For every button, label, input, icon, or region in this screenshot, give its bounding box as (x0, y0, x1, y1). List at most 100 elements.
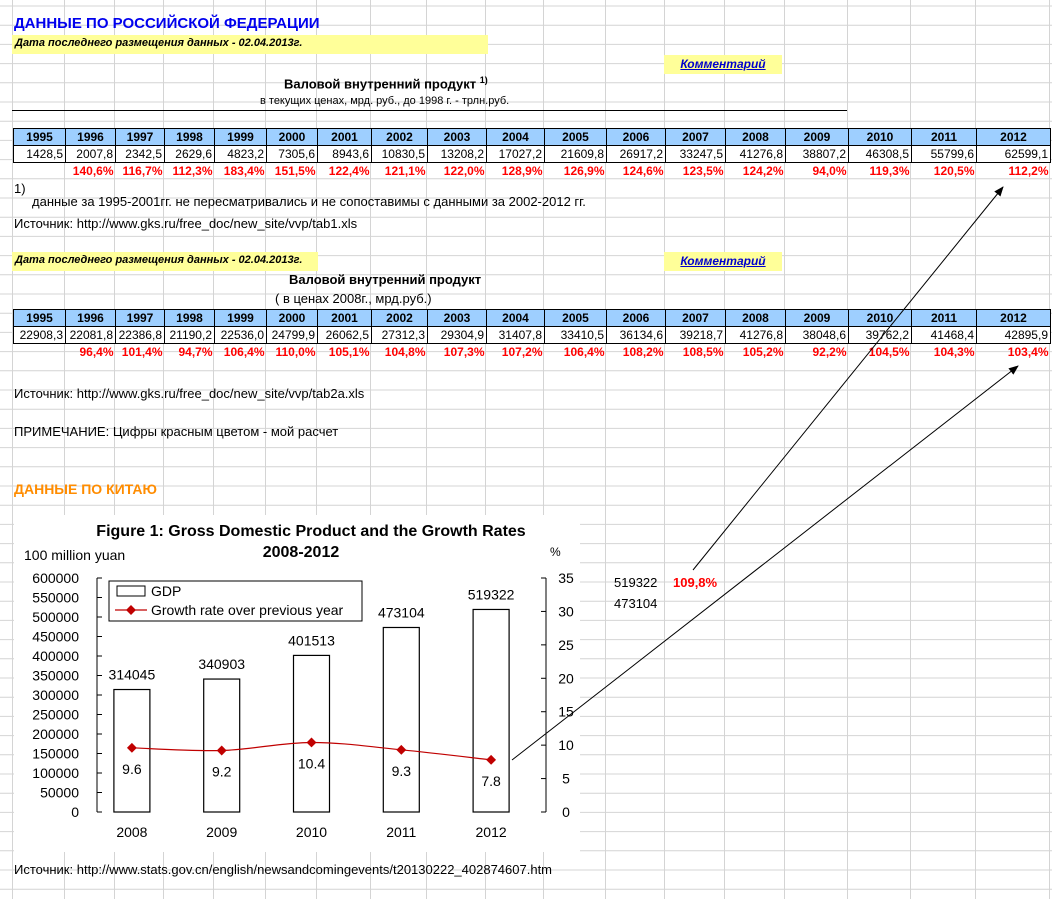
year-cell: 1997 (115, 309, 165, 327)
year-cell: 2001 (317, 128, 372, 146)
y-tick-label: 150000 (32, 746, 79, 762)
gdp-current-prices-table: 1995 1996 1997 1998 1999 2000 2001 2002 2003 2004… (13, 128, 1051, 179)
growth-cell: 101,4% (121, 345, 163, 359)
year-cell: 1999 (214, 128, 267, 146)
value-cell: 38807,2 (785, 145, 849, 163)
legend-box (108, 580, 363, 622)
y2-tick-label: 0 (562, 804, 570, 820)
years-row: 1995 1996 1997 1998 1999 2000 2001 2002 2003 2004… (13, 128, 1051, 146)
gdp-constant-prices-table: 1995 1996 1997 1998 1999 2000 2001 2002 2003 2004… (13, 309, 1051, 360)
x-tick-label: 2010 (296, 824, 327, 840)
y-tick-label: 250000 (32, 707, 79, 723)
growth-cell: 151,5% (274, 164, 316, 178)
table2-subtitle: ( в ценах 2008г., мрд.руб.) (275, 291, 432, 306)
growth-cell: 123,5% (682, 164, 724, 178)
growth-cell: 96,4% (79, 345, 114, 359)
year-cell: 2009 (785, 128, 849, 146)
value-cell: 21609,8 (544, 145, 607, 163)
growth-cell: 119,3% (869, 164, 910, 178)
y-tick-label: 200000 (32, 726, 79, 742)
value-cell: 39218,7 (665, 326, 726, 344)
china-source: Источник: http://www.stats.gov.cn/englis… (14, 862, 553, 877)
legend-growth-label: Growth rate over previous year (151, 602, 344, 618)
value-cell: 41276,8 (725, 326, 786, 344)
y-tick-label: 300000 (32, 687, 79, 703)
value-cell: 41468,4 (911, 326, 977, 344)
chart-svg: Figure 1: Gross Domestic Product and the… (24, 523, 574, 840)
y-tick-label: 50000 (40, 785, 79, 801)
growth-rate-point (126, 742, 137, 753)
y2-tick-label: 25 (558, 637, 574, 653)
legend-gdp-label: GDP (151, 583, 181, 599)
year-cell: 2011 (911, 128, 977, 146)
value-cell: 13208,2 (427, 145, 487, 163)
x-tick-label: 2011 (386, 824, 416, 840)
growth-cell: 126,9% (563, 164, 605, 178)
growth-cell: 140,6% (72, 164, 114, 178)
year-cell: 2007 (665, 128, 726, 146)
value-cell: 22081,8 (65, 326, 116, 344)
growth-cell: 104,3% (933, 345, 975, 359)
y2-axis-label: % (550, 545, 561, 559)
chart-subtitle: 2008-2012 (263, 544, 340, 561)
growth-cell: 105,2% (742, 345, 784, 359)
value-cell: 2007,8 (65, 145, 116, 163)
value-cell: 2629,6 (164, 145, 215, 163)
china-gdp-growth-value: 109,8% (673, 575, 718, 590)
china-gdp-2011-value: 473104 (614, 596, 658, 611)
year-cell: 2007 (665, 309, 726, 327)
value-cell: 26062,5 (317, 326, 372, 344)
year-cell: 2004 (486, 309, 545, 327)
gdp-bar (472, 608, 510, 813)
growth-cell: 108,2% (622, 345, 664, 359)
growth-row: 96,4% 101,4% 94,7% 106,4% 110,0% 105,1% 104,8%… (14, 344, 1051, 361)
growth-rate-point (216, 745, 227, 756)
growth-cell: 107,2% (501, 345, 543, 359)
year-cell: 2004 (486, 128, 545, 146)
value-cell: 31407,8 (486, 326, 545, 344)
growth-cell: 110,0% (275, 345, 316, 359)
year-cell: 2010 (848, 309, 912, 327)
value-cell: 27312,3 (371, 326, 428, 344)
table1-title: Валовой внутренний продукт 1) (284, 75, 488, 91)
growth-cell: 112,3% (172, 164, 213, 178)
value-cell: 21190,2 (164, 326, 215, 344)
value-cell: 26917,2 (606, 145, 666, 163)
x-tick-label: 2008 (116, 824, 147, 840)
year-cell: 1999 (214, 309, 267, 327)
growth-cell: 112,2% (1008, 164, 1049, 178)
china-gdp-2012-value: 519322 (614, 575, 658, 590)
year-cell: 2000 (266, 128, 318, 146)
value-cell: 39762,2 (848, 326, 912, 344)
values-row: 1428,5 2007,8 2342,5 2629,6 4823,2 7305,6 8943… (13, 145, 1051, 163)
value-cell: 46308,5 (848, 145, 912, 163)
value-cell: 33410,5 (544, 326, 607, 344)
growth-cell: 122,4% (328, 164, 370, 178)
value-cell: 24799,9 (266, 326, 318, 344)
comment-link[interactable]: Комментарий (664, 55, 782, 74)
growth-rate-point (306, 737, 317, 748)
table2-comment-link[interactable]: Комментарий (664, 252, 782, 271)
table1-subtitle: в текущих ценах, мрд. руб., до 1998 г. -… (260, 95, 510, 107)
growth-cell: 94,0% (812, 164, 847, 178)
gdp-data-label: 314045 (109, 667, 156, 683)
growth-cell: 104,8% (384, 345, 426, 359)
y2-tick-label: 20 (558, 670, 574, 686)
y2-tick-label: 5 (562, 771, 570, 787)
value-cell: 10830,5 (371, 145, 428, 163)
value-cell: 22908,3 (13, 326, 66, 344)
legend-growth-marker (126, 605, 136, 615)
growth-cell (14, 163, 66, 180)
table1-source: Источник: http://www.gks.ru/free_doc/new… (14, 216, 358, 231)
growth-cell: 124,2% (742, 164, 784, 178)
x-tick-label: 2012 (476, 824, 507, 840)
china-gdp-chart: Figure 1: Gross Domestic Product and the… (14, 515, 580, 852)
value-cell: 55799,6 (911, 145, 977, 163)
year-cell: 2002 (371, 128, 428, 146)
year-cell: 2010 (848, 128, 912, 146)
value-cell: 33247,5 (665, 145, 726, 163)
year-cell: 2003 (427, 128, 487, 146)
growth-cell: 106,4% (563, 345, 605, 359)
red-figures-note: ПРИМЕЧАНИЕ: Цифры красным цветом - мой р… (14, 424, 339, 439)
year-cell: 1996 (65, 309, 116, 327)
